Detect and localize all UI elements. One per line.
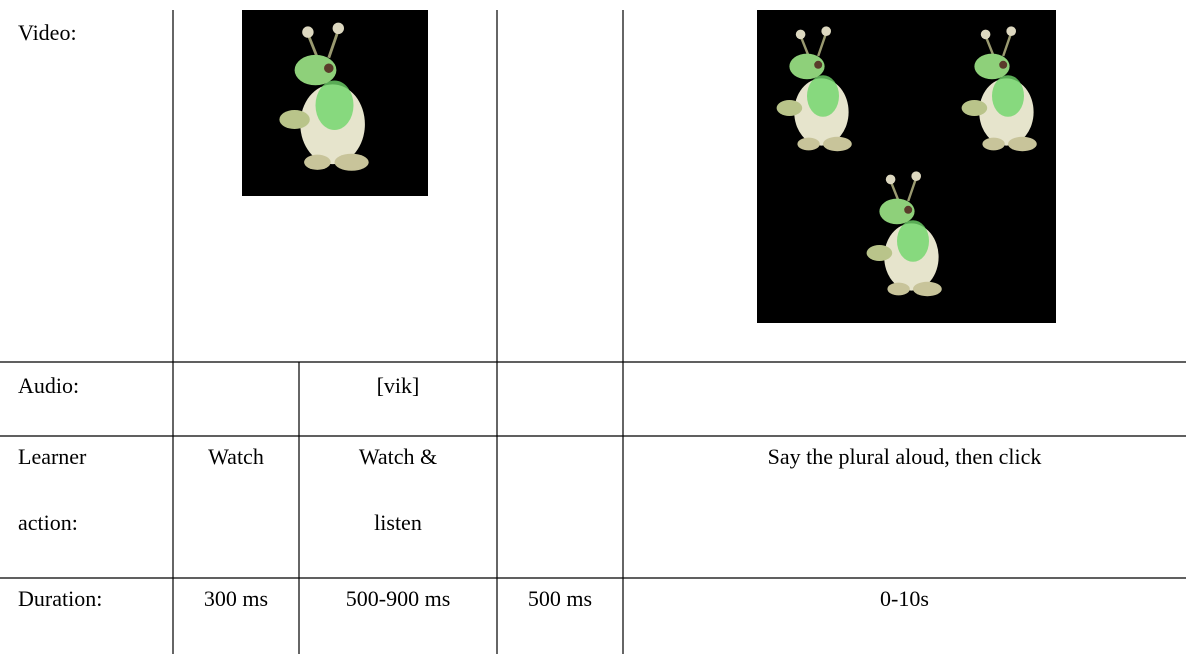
cell: Watch & [358,444,438,469]
cell: [vik] [376,373,420,398]
row-header: Video: [18,20,77,45]
row-header: Learner [18,444,87,469]
cell: 0-10s [880,586,929,611]
cell: Say the plural aloud, then click [767,444,1042,469]
cell: Watch [208,444,264,469]
row-header: Duration: [18,586,103,611]
cell: 500 ms [527,586,593,611]
cell: 500-900 ms [345,586,451,611]
row-header: Audio: [18,373,80,398]
row-header: action: [18,510,78,535]
cell: listen [374,510,422,535]
cell: 300 ms [203,586,269,611]
